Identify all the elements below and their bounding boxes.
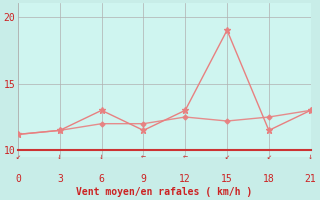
Text: ↙: ↙ xyxy=(15,152,20,161)
Text: ←: ← xyxy=(141,152,146,161)
Text: ↙: ↙ xyxy=(225,152,229,161)
X-axis label: Vent moyen/en rafales ( km/h ): Vent moyen/en rafales ( km/h ) xyxy=(76,187,252,197)
Text: ↓: ↓ xyxy=(57,152,62,161)
Text: ↓: ↓ xyxy=(308,152,313,161)
Text: ←: ← xyxy=(183,152,188,161)
Text: ↙: ↙ xyxy=(266,152,271,161)
Text: ↓: ↓ xyxy=(99,152,104,161)
